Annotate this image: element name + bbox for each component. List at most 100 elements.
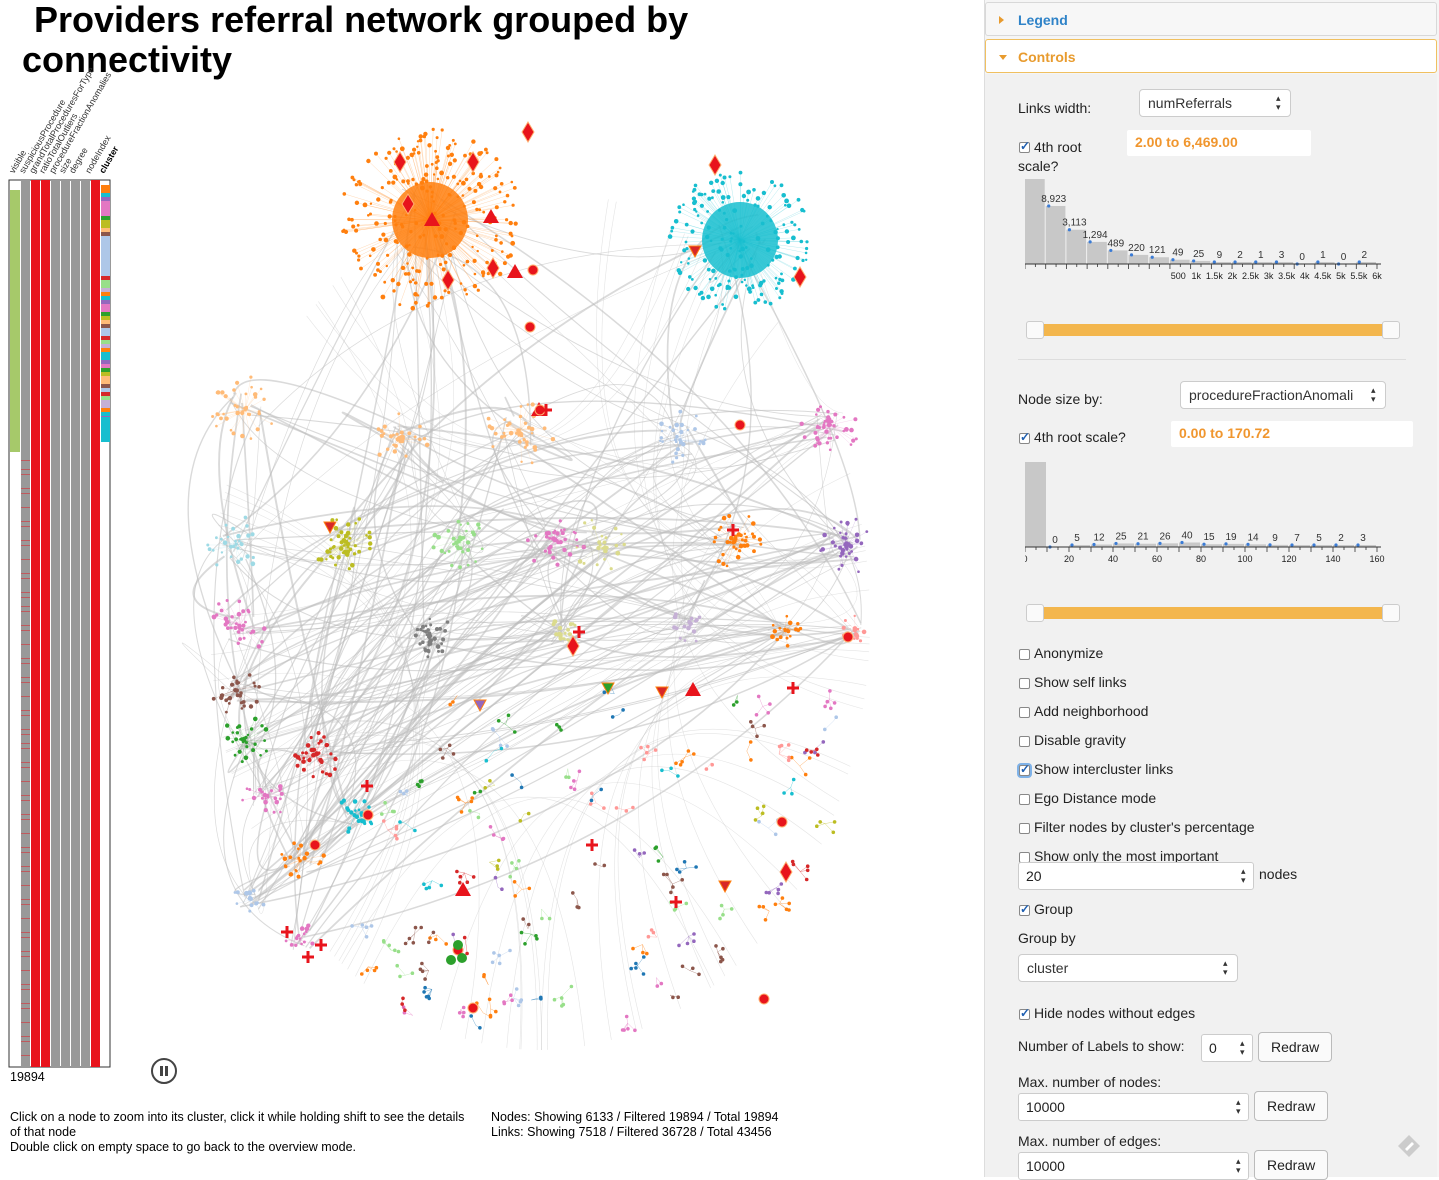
controls-accordion-header[interactable]: Controls bbox=[985, 39, 1437, 73]
links-range-slider[interactable] bbox=[1033, 324, 1393, 336]
pause-button[interactable] bbox=[151, 1058, 177, 1084]
hide-nodes-label: Hide nodes without edges bbox=[1034, 1005, 1195, 1021]
node bbox=[355, 201, 359, 205]
node-slider-handle-max[interactable] bbox=[1382, 604, 1400, 622]
option-checkbox[interactable] bbox=[1019, 678, 1030, 689]
num-labels-input[interactable]: 0 bbox=[1201, 1034, 1253, 1062]
node-size-select[interactable]: procedureFractionAnomali bbox=[1180, 381, 1386, 409]
max-edges-input[interactable]: 10000 bbox=[1018, 1152, 1249, 1180]
hide-nodes-checkbox[interactable] bbox=[1019, 1009, 1030, 1020]
cluster-segment bbox=[101, 392, 110, 396]
node bbox=[685, 241, 688, 244]
group-by-select[interactable]: cluster bbox=[1018, 954, 1238, 982]
edit-icon[interactable] bbox=[1397, 1134, 1421, 1158]
node bbox=[828, 423, 832, 427]
row-mark bbox=[21, 734, 30, 735]
links-histogram[interactable]: 29,2048,9233,1131,2944892201214925921301… bbox=[1025, 179, 1405, 319]
histogram-count: 3 bbox=[1360, 533, 1366, 544]
links-slider-handle-min[interactable] bbox=[1026, 321, 1044, 339]
node bbox=[506, 194, 510, 198]
node-size-histogram[interactable]: 19,6910512252126401519149752302040608010… bbox=[1025, 462, 1405, 602]
node bbox=[300, 943, 303, 946]
node bbox=[575, 905, 579, 909]
node bbox=[699, 440, 702, 443]
row-mark bbox=[21, 852, 30, 853]
node bbox=[398, 820, 402, 824]
edge bbox=[735, 523, 753, 540]
node bbox=[216, 412, 219, 415]
node bbox=[775, 638, 779, 642]
node bbox=[359, 267, 363, 271]
table-column bbox=[51, 180, 60, 1067]
node bbox=[440, 642, 443, 645]
node bbox=[815, 436, 819, 440]
option-checkbox[interactable] bbox=[1019, 765, 1030, 776]
node bbox=[482, 211, 485, 214]
edge bbox=[548, 729, 851, 1050]
node bbox=[797, 198, 801, 202]
anomaly-plus-node bbox=[787, 682, 799, 694]
node bbox=[360, 972, 364, 976]
links-width-select[interactable]: numReferrals bbox=[1139, 89, 1291, 117]
group-checkbox[interactable] bbox=[1019, 905, 1030, 916]
edge bbox=[182, 643, 232, 692]
node bbox=[404, 272, 408, 276]
node bbox=[365, 534, 368, 537]
redraw-nodes-button[interactable]: Redraw bbox=[1254, 1091, 1328, 1121]
node-size-label: Node size by: bbox=[1018, 391, 1103, 407]
node bbox=[351, 225, 355, 229]
node bbox=[411, 971, 415, 975]
nodes-layer[interactable] bbox=[206, 122, 868, 1032]
node bbox=[366, 159, 370, 163]
node-root-checkbox[interactable] bbox=[1019, 433, 1030, 444]
node-range-slider[interactable] bbox=[1033, 607, 1393, 619]
links-slider-handle-max[interactable] bbox=[1382, 321, 1400, 339]
network-graph-svg[interactable]: visible suspiciousProcedure grandTotalPr… bbox=[0, 0, 980, 1100]
option-checkbox[interactable] bbox=[1019, 823, 1030, 834]
cluster-segment bbox=[101, 304, 110, 312]
node bbox=[679, 763, 683, 767]
node bbox=[539, 996, 543, 1000]
node bbox=[279, 797, 282, 800]
histogram-count: 3,113 bbox=[1062, 218, 1087, 229]
table-visualization[interactable] bbox=[9, 180, 110, 1067]
node bbox=[483, 786, 487, 790]
node bbox=[306, 743, 311, 748]
network-visualization[interactable]: Providers referral network grouped by co… bbox=[0, 0, 980, 1177]
node bbox=[400, 431, 404, 435]
node bbox=[234, 540, 237, 543]
node bbox=[373, 969, 377, 973]
option-checkbox[interactable] bbox=[1019, 707, 1030, 718]
node bbox=[605, 546, 608, 549]
node bbox=[744, 533, 746, 535]
node bbox=[685, 902, 689, 906]
cluster-segment bbox=[101, 292, 110, 296]
node bbox=[557, 725, 561, 729]
redraw-labels-button[interactable]: Redraw bbox=[1258, 1032, 1332, 1062]
node bbox=[780, 183, 784, 187]
node bbox=[350, 924, 354, 928]
option-checkbox[interactable] bbox=[1019, 794, 1030, 805]
node bbox=[726, 565, 729, 568]
node-slider-handle-min[interactable] bbox=[1026, 604, 1044, 622]
anomaly-triangle-node bbox=[719, 881, 731, 892]
node bbox=[721, 562, 725, 566]
legend-accordion-header[interactable]: Legend bbox=[985, 2, 1437, 36]
node bbox=[426, 655, 429, 658]
row-mark bbox=[21, 644, 30, 645]
histogram-tick-label: 2k bbox=[1228, 271, 1238, 281]
redraw-edges-button[interactable]: Redraw bbox=[1254, 1150, 1328, 1180]
node bbox=[413, 829, 417, 833]
node bbox=[681, 442, 685, 446]
option-checkbox[interactable] bbox=[1019, 649, 1030, 660]
node bbox=[215, 536, 218, 539]
max-nodes-input[interactable]: 10000 bbox=[1018, 1093, 1249, 1121]
node bbox=[321, 770, 324, 773]
node bbox=[519, 819, 523, 823]
node bbox=[212, 615, 217, 620]
node bbox=[776, 228, 778, 230]
row-mark bbox=[21, 767, 30, 768]
option-checkbox[interactable] bbox=[1019, 736, 1030, 747]
node bbox=[418, 425, 422, 429]
important-count-input[interactable]: 20 bbox=[1018, 862, 1254, 890]
